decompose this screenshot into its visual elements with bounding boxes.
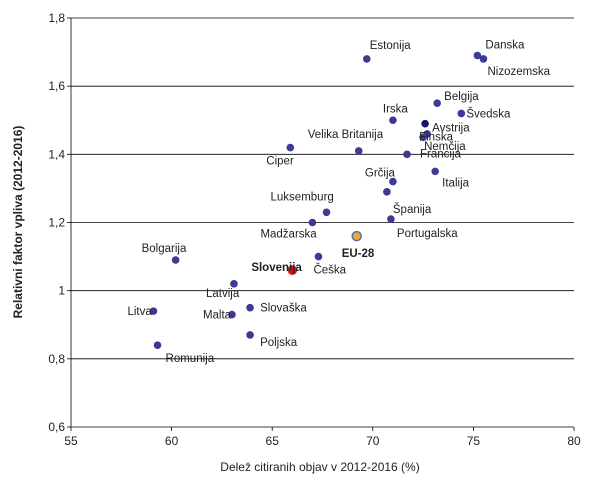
label-slovenija: Slovenija [251, 262, 302, 274]
label-francija: Francija [420, 148, 462, 160]
x-tick-label: 65 [266, 434, 280, 448]
point-mad-arska [308, 218, 317, 227]
axes [67, 17, 575, 431]
point-francija [403, 150, 411, 159]
point-nizozemska [479, 55, 488, 63]
point-eu-28 [351, 230, 362, 242]
label-gr-ija: Grčija [365, 168, 396, 180]
label-avstrija: Avstrija [432, 123, 470, 135]
y-tick-label: 1,2 [48, 216, 65, 230]
point-irska [389, 116, 397, 125]
y-tick-label: 1 [58, 284, 65, 298]
point-litva [149, 307, 158, 315]
label-belgija: Belgija [444, 91, 479, 103]
point-velika-britanija [354, 147, 363, 155]
point--panija [383, 188, 391, 196]
label--panija: Španija [393, 203, 432, 216]
label-nizozemska: Nizozemska [487, 66, 550, 78]
label-litva: Litva [127, 306, 152, 318]
y-tick-label: 1,4 [48, 147, 65, 161]
label--vedska: Švedska [466, 107, 511, 120]
label-romunija: Romunija [166, 353, 215, 365]
y-tick-label: 0,8 [48, 352, 65, 366]
point-gr-ija [389, 177, 397, 186]
label-luksemburg: Luksemburg [271, 191, 334, 203]
point-slovenija [287, 265, 298, 276]
label-nem-ija: Nemčija [424, 141, 466, 153]
point-labels: Danska Nizozemska Estonija Belgija Švedska Ir… [127, 39, 550, 365]
point--e-ka [314, 252, 323, 261]
label-italija: Italija [442, 177, 469, 189]
y-tick-label: 1,8 [48, 11, 65, 25]
label-slova-ka: Slovaška [260, 303, 307, 315]
tick-labels: 0,6 0,8 1 1,2 1,4 1,6 1,8 55 60 65 70 75 80 [48, 11, 581, 448]
point-portugalska [387, 215, 395, 223]
point-danska [473, 51, 482, 60]
gridlines [71, 17, 574, 360]
point-italija [431, 167, 439, 176]
label-estonija: Estonija [370, 40, 412, 52]
point-slova-ka [246, 303, 254, 312]
point-malta [228, 310, 236, 319]
label-portugalska: Portugalska [397, 228, 458, 240]
label--e-ka: Češka [313, 264, 346, 277]
label-ciper: Ciper [266, 156, 294, 168]
x-tick-label: 75 [467, 434, 481, 448]
x-tick-label: 80 [567, 434, 581, 448]
label-irska: Irska [383, 103, 409, 115]
point-poljska [246, 331, 254, 339]
data-points [149, 51, 488, 350]
label-danska: Danska [485, 39, 525, 51]
label-malta: Malta [203, 310, 232, 322]
point-finska [419, 133, 427, 142]
point-latvija [230, 280, 238, 288]
x-tick-label: 70 [366, 434, 380, 448]
point-romunija [153, 341, 162, 350]
point-avstrija [421, 119, 429, 128]
point-belgija [433, 99, 441, 108]
point-bolgarija [171, 256, 180, 264]
y-tick-label: 1,6 [48, 79, 65, 93]
point--vedska [457, 109, 466, 118]
point-luksemburg [322, 208, 331, 217]
label-mad-arska: Madžarska [260, 229, 317, 241]
label-latvija: Latvija [206, 288, 240, 300]
label-eu-28: EU-28 [342, 248, 375, 260]
point-ciper [286, 143, 295, 152]
label-bolgarija: Bolgarija [142, 243, 187, 255]
x-tick-label: 60 [165, 434, 179, 448]
y-axis-title: Relativni faktor vpliva (2012-2016) [11, 126, 25, 319]
x-axis-title: Delež citiranih objav v 2012-2016 (%) [220, 460, 419, 474]
label-poljska: Poljska [260, 337, 298, 349]
point-estonija [362, 55, 371, 63]
y-tick-label: 0,6 [48, 420, 65, 434]
label-finska: Finska [419, 131, 453, 143]
x-tick-label: 55 [64, 434, 78, 448]
label-velika-britanija: Velika Britanija [308, 129, 384, 141]
